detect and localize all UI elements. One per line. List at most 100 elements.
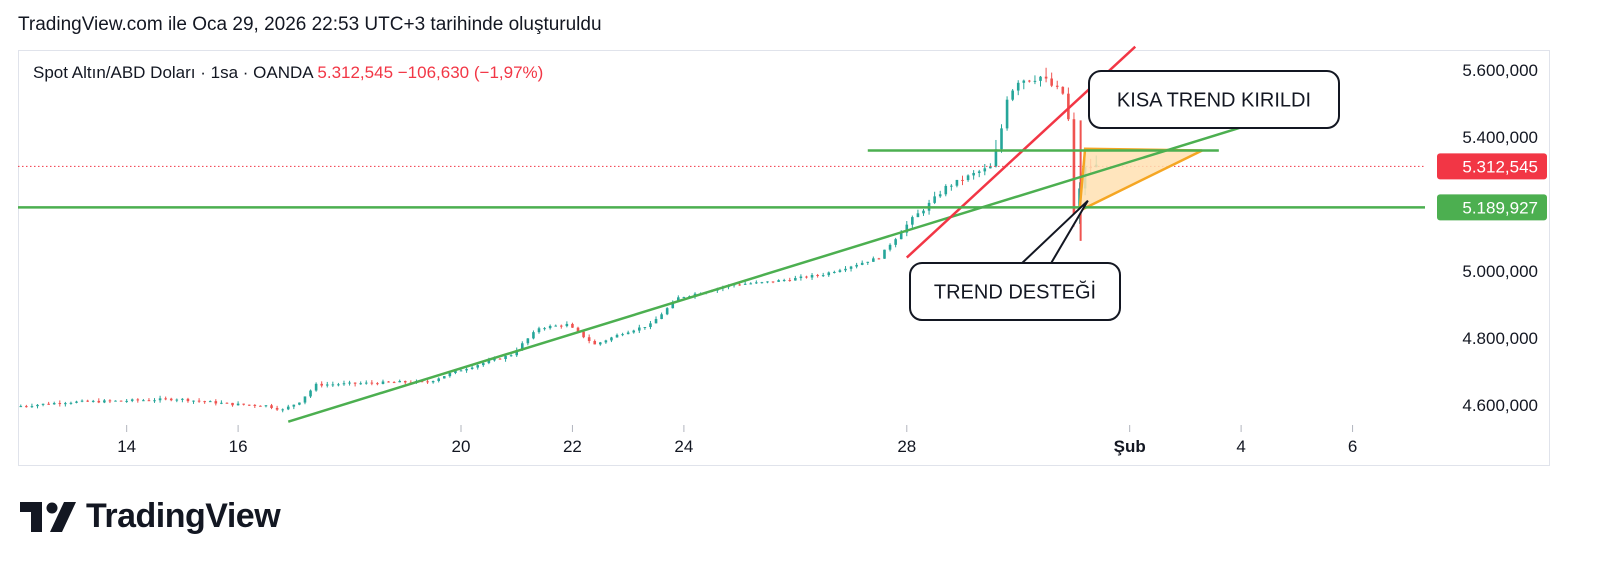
candle-body — [554, 325, 558, 327]
candle-body — [1005, 99, 1009, 129]
candle-body — [420, 381, 424, 383]
candle-body — [749, 283, 753, 285]
candle-body — [103, 400, 106, 403]
candle-body — [353, 382, 357, 384]
candle-body — [816, 275, 819, 277]
candle-body — [298, 402, 301, 405]
tradingview-logo[interactable]: TradingView — [20, 497, 281, 536]
candle-body — [125, 400, 128, 402]
candle-body — [1033, 80, 1037, 82]
candle-body — [1000, 128, 1003, 150]
callout-trend-destegi[interactable]: TREND DESTEĞİ — [909, 199, 1121, 321]
candle-body — [175, 399, 179, 401]
price-change: −106,630 (−1,97%) — [398, 63, 544, 82]
x-tick-label: 24 — [674, 437, 693, 456]
candle-body — [810, 275, 814, 278]
candle-body — [392, 382, 396, 384]
candle-body — [19, 406, 23, 408]
callout-trend-destegi-text: TREND DESTEĞİ — [934, 281, 1096, 304]
candle-body — [905, 224, 909, 233]
candle-body — [877, 258, 881, 260]
candle-body — [916, 213, 920, 218]
candle-body — [493, 358, 496, 361]
candle-body — [599, 342, 602, 345]
candle-body — [504, 355, 507, 360]
candle-body — [481, 363, 485, 366]
candle-body — [36, 404, 39, 407]
candle-body — [309, 390, 312, 397]
y-tick-label: 4.600,000 — [1462, 396, 1538, 415]
candle-body — [989, 166, 992, 169]
candle-body — [537, 328, 541, 333]
candle-body — [738, 284, 741, 286]
candle-body — [582, 331, 585, 338]
candle-body — [242, 403, 245, 405]
candle-body — [64, 403, 67, 405]
candle-body — [259, 405, 262, 407]
candle-body — [465, 368, 468, 371]
candle-body — [459, 370, 463, 372]
candle-body — [231, 402, 234, 406]
candle-body — [470, 367, 474, 369]
candle-body — [604, 340, 608, 343]
candle-body — [398, 381, 402, 383]
candle-body — [169, 398, 173, 401]
candle-body — [58, 403, 62, 405]
candle-body — [509, 355, 513, 357]
symbol-name: Spot Altın/ABD Doları · 1sa · OANDA — [33, 63, 317, 82]
candle-body — [660, 314, 663, 320]
candle-body — [381, 381, 385, 384]
candle-body — [270, 405, 273, 408]
candle-body — [476, 365, 480, 368]
candle-body — [587, 337, 591, 341]
candle-body — [899, 232, 903, 240]
candle-body — [348, 382, 351, 384]
candle-body — [821, 275, 825, 277]
x-tick-label: 6 — [1348, 437, 1357, 456]
candle-body — [760, 282, 764, 284]
candle-body — [91, 400, 95, 402]
candle-body — [431, 381, 435, 383]
candle-body — [794, 278, 797, 281]
candle-body — [532, 332, 535, 339]
candle-body — [264, 405, 268, 407]
chart-frame — [18, 50, 1550, 466]
candle-body — [197, 400, 201, 402]
candle-body — [983, 168, 987, 172]
candle-body — [303, 396, 307, 403]
candle-body — [766, 281, 769, 283]
candle-body — [47, 403, 50, 405]
candle-body — [108, 400, 112, 402]
candle-body — [487, 360, 491, 364]
candle-body — [1016, 82, 1020, 91]
candle-body — [755, 282, 758, 284]
candle-body — [130, 399, 134, 401]
candle-body — [192, 400, 195, 402]
candle-body — [677, 297, 680, 303]
candle-body — [883, 249, 886, 259]
candle-body — [849, 266, 853, 269]
candle-body — [872, 258, 875, 262]
x-tick-label: 16 — [229, 437, 248, 456]
candle-body — [153, 400, 156, 402]
candle-body — [961, 179, 964, 181]
candle-body — [972, 172, 975, 176]
candle-body — [866, 261, 870, 263]
candle-body — [247, 404, 251, 406]
current-price-badge-label: 5.312,545 — [1462, 157, 1538, 176]
candle-body — [114, 400, 117, 402]
callout-kisa-trend-kirildi[interactable]: KISA TREND KIRILDI — [1088, 70, 1340, 129]
candle-body — [1022, 80, 1026, 83]
candle-body — [515, 350, 519, 356]
candle-body — [888, 244, 892, 250]
candle-body — [448, 372, 452, 377]
candle-body — [559, 325, 563, 327]
candle-body — [649, 323, 652, 328]
candle-body — [376, 383, 379, 385]
candle-body — [576, 327, 580, 332]
candle-body — [203, 401, 206, 403]
candle-body — [236, 403, 240, 406]
candle-body — [75, 401, 78, 403]
candle-body — [632, 330, 636, 333]
